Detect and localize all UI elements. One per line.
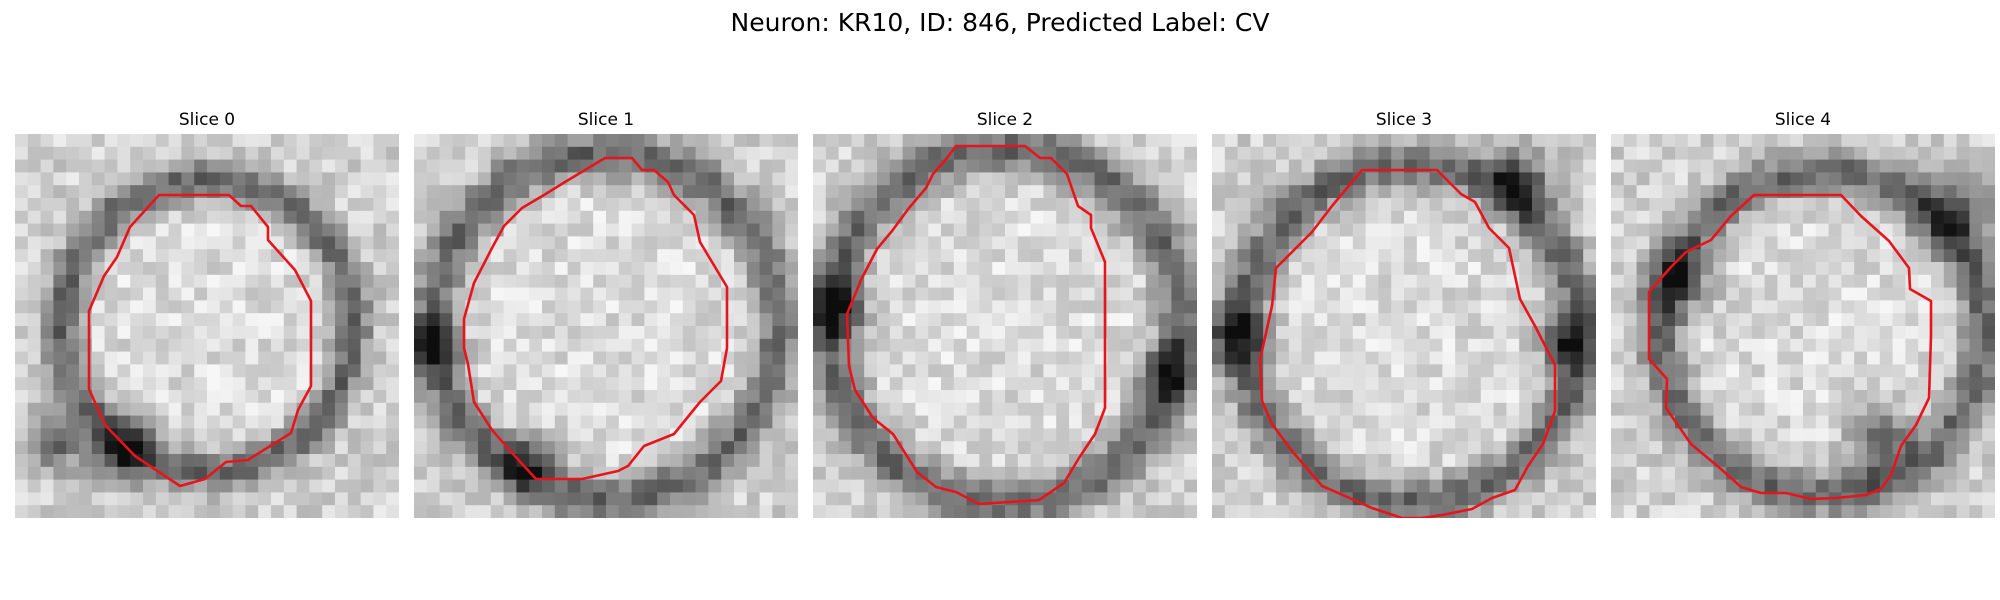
cell-contour	[1647, 193, 1933, 501]
cell-contour	[87, 193, 313, 488]
slice-title: Slice 4	[1774, 110, 1832, 130]
slice-image	[15, 134, 399, 518]
grayscale-pixels	[414, 134, 798, 518]
slice-title: Slice 3	[1375, 110, 1433, 130]
slice-image	[813, 134, 1197, 518]
grayscale-pixels	[1212, 134, 1596, 518]
grayscale-pixels	[15, 134, 399, 518]
grayscale-pixels	[1611, 134, 1995, 518]
grayscale-pixels	[813, 134, 1197, 518]
slice-title: Slice 0	[178, 110, 236, 130]
slice-image	[1611, 134, 1995, 518]
cell-contour	[1258, 168, 1557, 518]
slice-title: Slice 1	[577, 110, 635, 130]
figure-title: Neuron: KR10, ID: 846, Predicted Label: …	[730, 8, 1270, 37]
slice-title: Slice 2	[976, 110, 1034, 130]
cell-contour	[462, 156, 729, 481]
slice-image	[414, 134, 798, 518]
slice-image	[1212, 134, 1596, 518]
cell-contour	[845, 144, 1107, 506]
